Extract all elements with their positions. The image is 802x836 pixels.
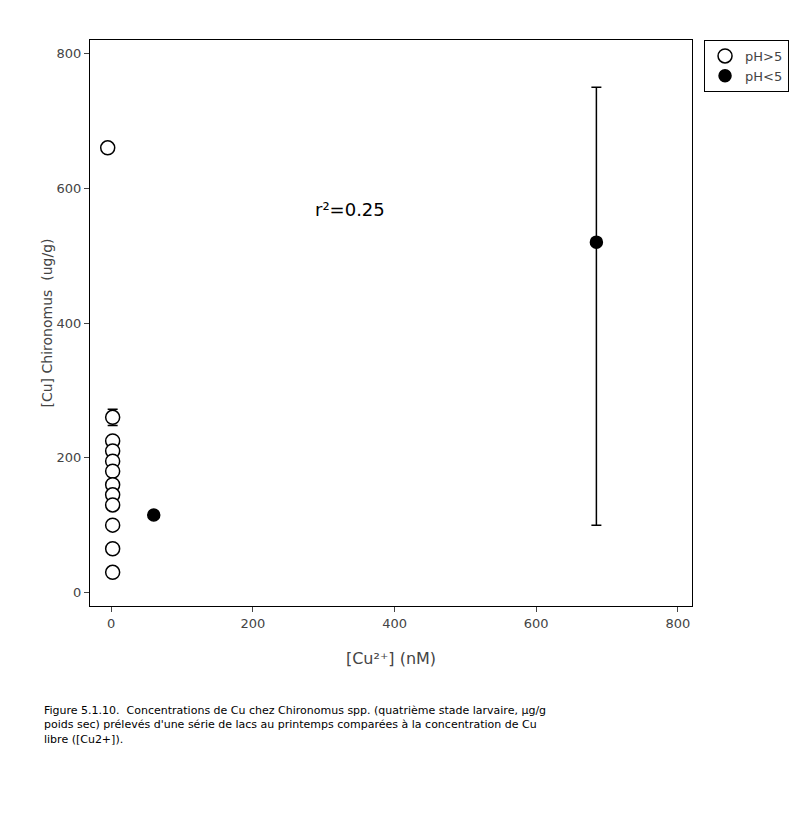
svg-text:Figure 5.1.10. Concentrations: Figure 5.1.10. Concentrations de Cu chez…	[44, 704, 546, 746]
svg-text:800: 800	[665, 616, 690, 631]
svg-text:200: 200	[240, 616, 265, 631]
svg-text:600: 600	[57, 181, 82, 196]
svg-text:0: 0	[73, 585, 81, 600]
svg-text:400: 400	[57, 316, 82, 331]
svg-text:[Cu] Chironomus (ug/g): [Cu] Chironomus (ug/g)	[39, 238, 55, 407]
svg-text:400: 400	[382, 616, 407, 631]
svg-text:0: 0	[107, 616, 115, 631]
svg-text:pH>5: pH>5	[745, 49, 782, 64]
svg-text:600: 600	[524, 616, 549, 631]
svg-text:800: 800	[57, 46, 82, 61]
svg-text:[Cu²⁺] (nM): [Cu²⁺] (nM)	[346, 649, 436, 668]
svg-text:pH<5: pH<5	[745, 69, 782, 84]
svg-text:r²=0.25: r²=0.25	[315, 199, 385, 220]
svg-text:200: 200	[57, 450, 82, 465]
